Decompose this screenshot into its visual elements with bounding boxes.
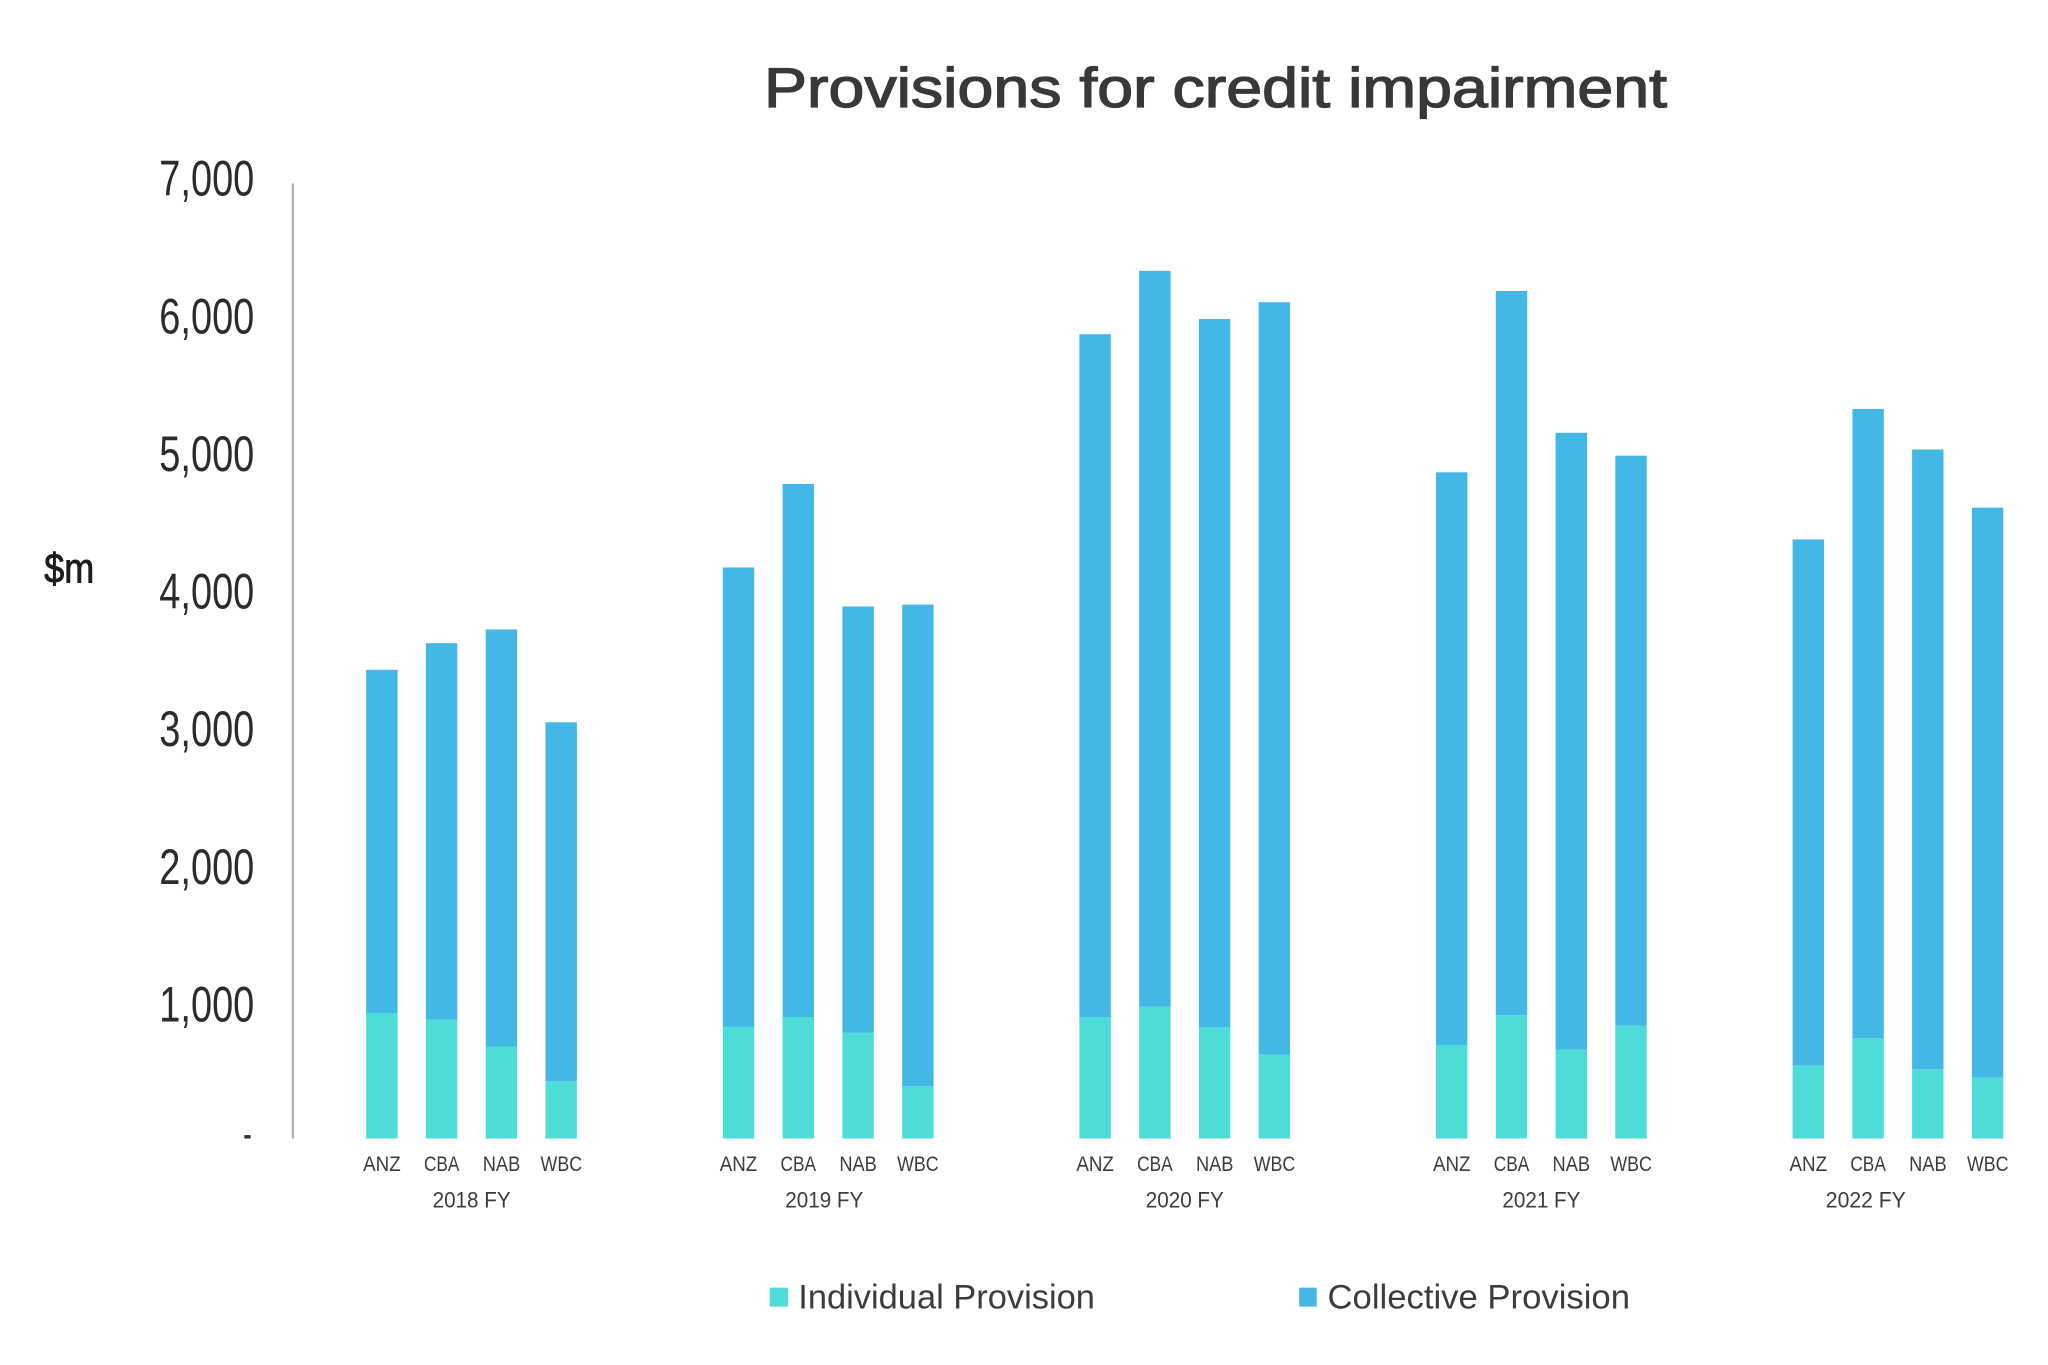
svg-text:Individual Provision: Individual Provision bbox=[798, 1278, 1095, 1316]
svg-text:2018 FY: 2018 FY bbox=[433, 1187, 511, 1212]
svg-text:2021 FY: 2021 FY bbox=[1502, 1187, 1580, 1212]
svg-text:CBA: CBA bbox=[1850, 1153, 1886, 1176]
svg-text:CBA: CBA bbox=[1137, 1153, 1173, 1176]
svg-text:WBC: WBC bbox=[1610, 1153, 1652, 1176]
svg-text:NAB: NAB bbox=[1196, 1153, 1234, 1176]
svg-text:CBA: CBA bbox=[1494, 1153, 1530, 1176]
svg-text:WBC: WBC bbox=[1967, 1153, 2009, 1176]
svg-text:ANZ: ANZ bbox=[1790, 1153, 1828, 1176]
svg-text:4,000: 4,000 bbox=[159, 564, 254, 620]
svg-text:NAB: NAB bbox=[1909, 1153, 1947, 1176]
svg-text:ANZ: ANZ bbox=[720, 1153, 758, 1176]
svg-text:2022 FY: 2022 FY bbox=[1826, 1187, 1906, 1212]
svg-text:WBC: WBC bbox=[1254, 1153, 1296, 1176]
svg-text:ANZ: ANZ bbox=[363, 1153, 401, 1176]
svg-text:2020 FY: 2020 FY bbox=[1146, 1187, 1224, 1212]
svg-text:7,000: 7,000 bbox=[159, 151, 254, 207]
svg-text:WBC: WBC bbox=[541, 1153, 583, 1176]
svg-text:5,000: 5,000 bbox=[159, 426, 254, 482]
svg-text:2,000: 2,000 bbox=[159, 839, 254, 895]
svg-text:WBC: WBC bbox=[897, 1153, 939, 1176]
svg-text:ANZ: ANZ bbox=[1076, 1153, 1114, 1176]
svg-text:$m: $m bbox=[44, 545, 94, 592]
svg-text:ANZ: ANZ bbox=[1433, 1153, 1471, 1176]
svg-text:NAB: NAB bbox=[483, 1153, 521, 1176]
svg-text:6,000: 6,000 bbox=[159, 288, 254, 344]
svg-text:Collective Provision: Collective Provision bbox=[1328, 1278, 1631, 1316]
svg-text:2019 FY: 2019 FY bbox=[785, 1187, 863, 1212]
svg-text:1,000: 1,000 bbox=[159, 977, 254, 1033]
svg-text:NAB: NAB bbox=[1553, 1153, 1591, 1176]
svg-text:CBA: CBA bbox=[781, 1153, 817, 1176]
svg-text:CBA: CBA bbox=[424, 1153, 460, 1176]
svg-text:NAB: NAB bbox=[839, 1153, 877, 1176]
svg-text:Provisions for credit impairme: Provisions for credit impairment bbox=[764, 56, 1668, 119]
svg-text:3,000: 3,000 bbox=[159, 701, 254, 757]
